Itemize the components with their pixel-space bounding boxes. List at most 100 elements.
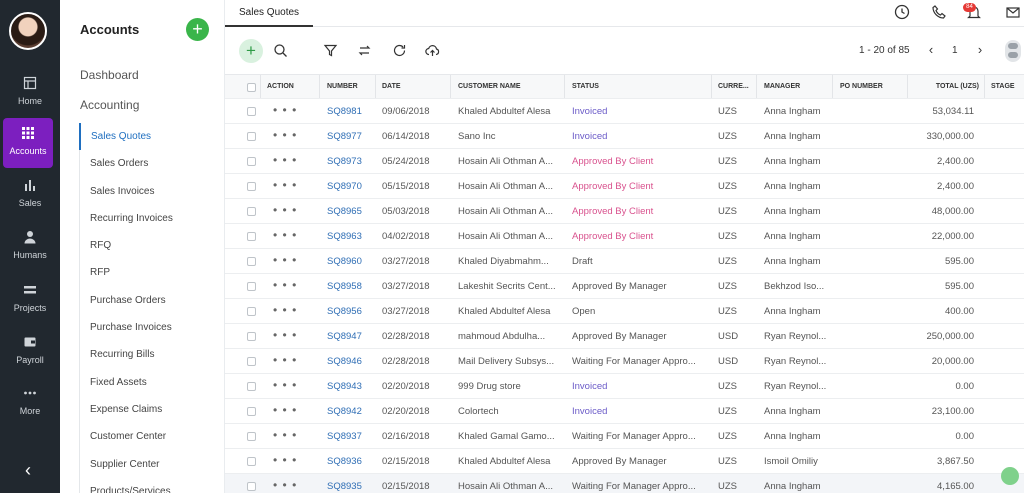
row-action-menu[interactable]: • • • <box>273 128 298 142</box>
phone-icon[interactable] <box>931 4 947 20</box>
subnav-item-fixed-assets[interactable]: Fixed Assets <box>90 376 147 388</box>
add-account-button[interactable]: + <box>186 18 209 41</box>
row-checkbox[interactable] <box>247 332 256 341</box>
table-row[interactable]: • • • SQ8963 04/02/2018 Hosain Ali Othman A… <box>225 224 1024 249</box>
cell-number[interactable]: SQ8935 <box>327 481 362 492</box>
chat-bubble-icon[interactable] <box>1001 467 1019 485</box>
filter-icon[interactable] <box>323 43 338 58</box>
row-checkbox[interactable] <box>247 257 256 266</box>
row-action-menu[interactable]: • • • <box>273 428 298 442</box>
tab-sales-quotes[interactable]: Sales Quotes <box>225 0 314 27</box>
row-checkbox[interactable] <box>247 182 256 191</box>
col-status[interactable]: STATUS <box>565 75 712 98</box>
subnav-item-customer-center[interactable]: Customer Center <box>90 431 167 443</box>
search-icon[interactable] <box>273 43 288 58</box>
prev-page-icon[interactable]: ‹ <box>928 42 934 57</box>
col-customer[interactable]: CUSTOMER NAME <box>451 75 565 98</box>
collapse-chevron-icon[interactable]: ‹ <box>25 460 31 480</box>
row-checkbox[interactable] <box>247 407 256 416</box>
cell-number[interactable]: SQ8970 <box>327 181 362 192</box>
cell-number[interactable]: SQ8956 <box>327 306 362 317</box>
row-action-menu[interactable]: • • • <box>273 353 298 367</box>
table-row[interactable]: • • • SQ8942 02/20/2018 Colortech Invoiced UZ… <box>225 399 1024 424</box>
table-row[interactable]: • • • SQ8960 03/27/2018 Khaled Diyabmahm...… <box>225 249 1024 274</box>
next-page-icon[interactable]: › <box>977 42 983 57</box>
subnav-item-purchase-orders[interactable]: Purchase Orders <box>90 294 166 306</box>
subnav-group-accounting[interactable]: Accounting <box>80 98 140 112</box>
col-po-number[interactable]: PO NUMBER <box>833 75 908 98</box>
row-checkbox[interactable] <box>247 457 256 466</box>
clock-icon[interactable] <box>894 4 910 20</box>
row-action-menu[interactable]: • • • <box>273 403 298 417</box>
table-row[interactable]: • • • SQ8947 02/28/2018 mahmoud Abdulha... A… <box>225 324 1024 349</box>
cell-number[interactable]: SQ8946 <box>327 356 362 367</box>
table-row[interactable]: • • • SQ8973 05/24/2018 Hosain Ali Othman A… <box>225 149 1024 174</box>
row-action-menu[interactable]: • • • <box>273 253 298 267</box>
row-action-menu[interactable]: • • • <box>273 478 298 492</box>
row-action-menu[interactable]: • • • <box>273 203 298 217</box>
table-row[interactable]: • • • SQ8981 09/06/2018 Khaled Abdultef Ale… <box>225 99 1024 124</box>
subnav-item-dashboard[interactable]: Dashboard <box>80 68 139 82</box>
table-row[interactable]: • • • SQ8935 02/15/2018 Hosain Ali Othman A… <box>225 474 1024 493</box>
rail-item-projects[interactable]: Projects <box>0 275 60 325</box>
table-row[interactable]: • • • SQ8956 03/27/2018 Khaled Abdultef Ale… <box>225 299 1024 324</box>
cloud-upload-icon[interactable] <box>425 43 440 58</box>
subnav-item-recurring-invoices[interactable]: Recurring Invoices <box>90 212 173 224</box>
rail-item-payroll[interactable]: Payroll <box>0 327 60 377</box>
subnav-item-sales-quotes[interactable]: Sales Quotes <box>79 123 225 151</box>
subnav-item-sales-invoices[interactable]: Sales Invoices <box>90 185 155 197</box>
row-checkbox[interactable] <box>247 307 256 316</box>
cell-number[interactable]: SQ8963 <box>327 231 362 242</box>
cell-number[interactable]: SQ8936 <box>327 456 362 467</box>
subnav-item-purchase-invoices[interactable]: Purchase Invoices <box>90 322 172 334</box>
row-action-menu[interactable]: • • • <box>273 328 298 342</box>
col-manager[interactable]: MANAGER <box>757 75 833 98</box>
table-row[interactable]: • • • SQ8965 05/03/2018 Hosain Ali Othman A… <box>225 199 1024 224</box>
rail-item-humans[interactable]: Humans <box>0 222 60 272</box>
rail-item-home[interactable]: Home <box>0 68 60 118</box>
table-row[interactable]: • • • SQ8937 02/16/2018 Khaled Gamal Gamo..… <box>225 424 1024 449</box>
row-checkbox[interactable] <box>247 357 256 366</box>
row-checkbox[interactable] <box>247 482 256 491</box>
row-checkbox[interactable] <box>247 132 256 141</box>
add-quote-button[interactable]: + <box>239 39 263 63</box>
col-stage[interactable]: STAGE <box>991 83 1015 90</box>
view-toggle[interactable] <box>1005 40 1021 62</box>
rail-item-accounts[interactable]: Accounts <box>3 118 53 168</box>
row-action-menu[interactable]: • • • <box>273 453 298 467</box>
cell-number[interactable]: SQ8973 <box>327 156 362 167</box>
cell-number[interactable]: SQ8981 <box>327 106 362 117</box>
row-action-menu[interactable]: • • • <box>273 178 298 192</box>
avatar[interactable] <box>9 12 47 50</box>
row-checkbox[interactable] <box>247 207 256 216</box>
subnav-item-recurring-bills[interactable]: Recurring Bills <box>90 349 155 361</box>
subnav-item-sales-orders[interactable]: Sales Orders <box>90 158 149 170</box>
refresh-icon[interactable] <box>392 43 407 58</box>
subnav-item-expense-claims[interactable]: Expense Claims <box>90 403 163 415</box>
row-checkbox[interactable] <box>247 282 256 291</box>
table-row[interactable]: • • • SQ8958 03/27/2018 Lakeshit Secrits Ce… <box>225 274 1024 299</box>
subnav-item-products-services[interactable]: Products/Services <box>90 485 171 493</box>
table-row[interactable]: • • • SQ8970 05/15/2018 Hosain Ali Othman A… <box>225 174 1024 199</box>
rail-item-sales[interactable]: Sales <box>0 170 60 220</box>
row-checkbox[interactable] <box>247 157 256 166</box>
col-total[interactable]: TOTAL (UZS) <box>908 75 985 98</box>
subnav-item-rfq[interactable]: RFQ <box>90 240 112 252</box>
table-row[interactable]: • • • SQ8977 06/14/2018 Sano Inc Invoiced UZS… <box>225 124 1024 149</box>
row-action-menu[interactable]: • • • <box>273 228 298 242</box>
col-currency[interactable]: CURRE... <box>712 75 757 98</box>
cell-number[interactable]: SQ8958 <box>327 281 362 292</box>
table-row[interactable]: • • • SQ8936 02/15/2018 Khaled Abdultef Ale… <box>225 449 1024 474</box>
row-action-menu[interactable]: • • • <box>273 153 298 167</box>
subnav-item-rfp[interactable]: RFP <box>90 267 110 279</box>
row-action-menu[interactable]: • • • <box>273 378 298 392</box>
row-checkbox[interactable] <box>247 232 256 241</box>
mail-icon[interactable] <box>1005 4 1021 20</box>
cell-number[interactable]: SQ8942 <box>327 406 362 417</box>
cell-number[interactable]: SQ8937 <box>327 431 362 442</box>
table-row[interactable]: • • • SQ8943 02/20/2018 999 Drug store Invoi… <box>225 374 1024 399</box>
rail-item-more[interactable]: More <box>0 378 60 428</box>
row-action-menu[interactable]: • • • <box>273 103 298 117</box>
col-action[interactable]: ACTION <box>261 75 320 98</box>
row-checkbox[interactable] <box>247 382 256 391</box>
